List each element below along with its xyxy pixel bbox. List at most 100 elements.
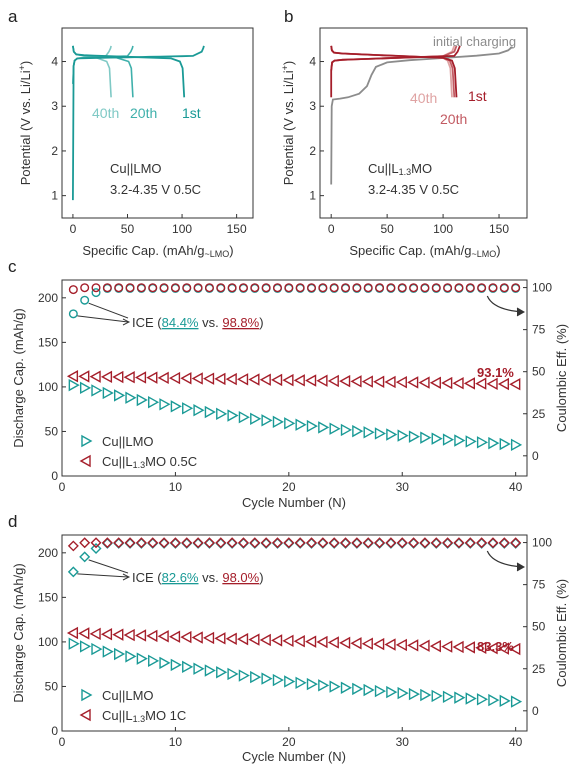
- ce-point-l13mo: [306, 537, 318, 549]
- capacity-point-l13mo: [134, 629, 147, 642]
- y-right-tick-label: 50: [532, 620, 546, 634]
- ce-point-l13mo: [351, 537, 363, 549]
- capacity-point-lmo: [204, 664, 216, 677]
- ce-point-l13mo: [91, 283, 101, 293]
- ce-point-l13mo: [67, 540, 79, 552]
- capacity-point-l13mo: [407, 639, 419, 652]
- y-tick-label: 150: [38, 335, 58, 349]
- panel-a-ticks: 0 50 100 150 1 2 3 4: [51, 55, 247, 236]
- discharge-curve-40th: [72, 45, 112, 98]
- legend-marker-lmo: [81, 688, 93, 702]
- capacity-point-lmo: [352, 424, 364, 438]
- ce-point-l13mo: [328, 537, 340, 549]
- x-tick-label: 30: [396, 480, 410, 494]
- capacity-point-l13mo: [350, 637, 362, 650]
- capacity-point-l13mo: [202, 631, 215, 645]
- ce-point-l13mo: [317, 537, 329, 549]
- panel-c-xlabel: Cycle Number (N): [242, 495, 346, 510]
- ce-point-l13mo: [487, 537, 499, 549]
- y-tick-label: 100: [38, 635, 58, 649]
- panel-b-condition-label: 3.2-4.35 V 0.5C: [368, 182, 459, 197]
- ce-point-l13mo: [430, 537, 442, 549]
- panel-d-points: [66, 537, 526, 708]
- panel-a-curves: [72, 45, 205, 201]
- capacity-point-l13mo: [486, 377, 498, 391]
- ce-point-l13mo: [408, 537, 420, 549]
- y-right-tick-label: 25: [532, 407, 546, 421]
- capacity-point-lmo: [374, 684, 387, 698]
- ce-point-l13mo: [204, 283, 214, 293]
- capacity-point-lmo: [102, 386, 114, 400]
- capacity-point-l13mo: [237, 373, 249, 386]
- ce-point-l13mo: [477, 283, 487, 293]
- panel-c-ylabel: Discharge Cap. (mAh/g): [11, 308, 26, 447]
- panel-d-ylabel: Discharge Cap. (mAh/g): [11, 563, 26, 702]
- capacity-point-lmo: [306, 677, 318, 691]
- panel-c: 0 10 20 30 40 0 50 100 150 200 0 25 50 75 100 Cycle Nu…: [11, 279, 569, 510]
- capacity-point-lmo: [148, 654, 160, 668]
- capacity-point-l13mo: [237, 632, 249, 646]
- capacity-point-lmo: [261, 672, 273, 685]
- y-tick-label: 0: [51, 724, 58, 738]
- capacity-point-l13mo: [429, 639, 441, 653]
- ce-point-l13mo: [318, 283, 328, 293]
- capacity-point-l13mo: [271, 373, 283, 387]
- capacity-point-lmo: [159, 656, 171, 670]
- panel-c-legend-marker-lmo: [81, 434, 93, 448]
- panel-d-legend-l13mo: Cu||L1.3MO 1C: [102, 708, 186, 724]
- capacity-point-l13mo: [134, 371, 147, 384]
- panel-d-ice-label: ICE (82.6% vs. 98.0%): [132, 570, 264, 585]
- panel-c-legend: Cu||LMO Cu||L1.3MO 0.5C: [79, 434, 197, 470]
- ce-point-l13mo: [159, 283, 169, 293]
- panel-b-label-initial: initial charging: [433, 34, 516, 49]
- ce-point-l13mo: [341, 283, 351, 293]
- ce-point-l13mo: [114, 283, 124, 293]
- capacity-point-lmo: [250, 670, 262, 684]
- y-right-tick-label: 75: [532, 323, 546, 337]
- x-tick-label: 40: [509, 735, 523, 749]
- ce-point-l13mo: [135, 537, 147, 549]
- capacity-point-l13mo: [191, 372, 203, 385]
- capacity-point-l13mo: [225, 632, 237, 645]
- ce-point-l13mo: [79, 537, 91, 549]
- ce-point-l13mo: [90, 537, 102, 549]
- x-tick-label: 0: [59, 735, 66, 749]
- panel-letter-c: c: [8, 257, 17, 276]
- ce-point-l13mo: [125, 283, 135, 293]
- ce-point-l13mo: [307, 283, 317, 293]
- ce-point-l13mo: [386, 283, 396, 293]
- capacity-point-l13mo: [441, 640, 453, 653]
- ce-point-l13mo: [409, 283, 419, 293]
- capacity-point-l13mo: [214, 632, 226, 645]
- ice-arrow-2: [88, 559, 129, 574]
- capacity-point-lmo: [488, 436, 500, 450]
- ce-point-l13mo: [374, 537, 386, 549]
- charge-curve-40th: [72, 45, 112, 84]
- x-tick-label: 50: [121, 222, 135, 236]
- capacity-point-l13mo: [418, 639, 430, 652]
- ice-arrow-head: [122, 573, 131, 581]
- ce-point-l13mo: [238, 283, 248, 293]
- panel-d-xlabel: Cycle Number (N): [242, 749, 346, 764]
- panel-c-ylabel-right: Coulombic Eff. (%): [554, 324, 569, 432]
- capacity-point-l13mo: [395, 375, 407, 389]
- ce-point-l13mo: [454, 283, 464, 293]
- x-tick-label: 10: [169, 480, 183, 494]
- capacity-point-lmo: [454, 434, 466, 447]
- ce-point-l13mo: [147, 537, 159, 549]
- panel-c-legend-marker-l13mo: [79, 454, 91, 468]
- capacity-point-l13mo: [157, 630, 169, 643]
- capacity-point-l13mo: [384, 375, 396, 389]
- ce-point-l13mo: [182, 283, 192, 293]
- capacity-point-lmo: [454, 691, 466, 704]
- capacity-point-lmo: [193, 404, 205, 417]
- y-tick-label: 50: [45, 679, 59, 693]
- capacity-point-lmo: [476, 436, 489, 449]
- capacity-point-l13mo: [509, 642, 521, 656]
- capacity-point-lmo: [272, 415, 284, 429]
- ce-point-l13mo: [169, 537, 181, 549]
- x-tick-label: 0: [59, 480, 66, 494]
- capacity-point-l13mo: [271, 634, 283, 647]
- panel-a-frame: [61, 27, 254, 219]
